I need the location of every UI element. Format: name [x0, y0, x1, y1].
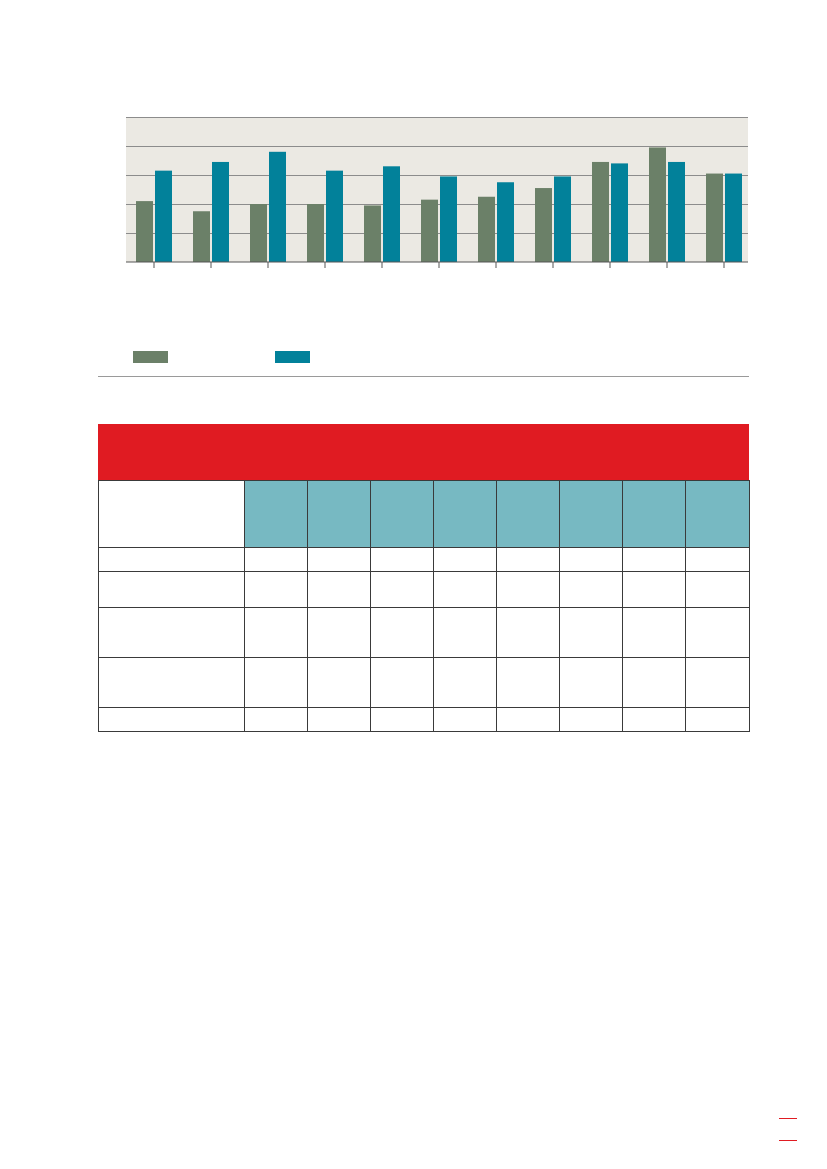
- table-cell: [496, 657, 560, 708]
- table-cell: [307, 571, 371, 608]
- row-label-cell: [98, 547, 245, 572]
- table-cell: [370, 607, 434, 658]
- bar-series-1-9: [592, 161, 609, 262]
- page-marker-line-top: [779, 1118, 797, 1119]
- section-divider: [98, 376, 749, 377]
- table-cell: [370, 547, 434, 572]
- table-cell: [370, 571, 434, 608]
- table-cell: [685, 707, 750, 732]
- data-table: [98, 424, 750, 732]
- bar-series-2-5: [383, 166, 400, 262]
- bar-series-2-3: [269, 151, 286, 262]
- column-header-cell: [370, 480, 434, 548]
- table-cell: [622, 707, 686, 732]
- bar-series-1-7: [478, 196, 495, 262]
- bar-series-1-2: [193, 211, 210, 262]
- table-cell: [496, 547, 560, 572]
- bar-series-1-6: [421, 199, 438, 262]
- bar-series-1-10: [649, 147, 666, 262]
- table-header-band: [98, 424, 749, 480]
- bar-series-2-4: [326, 170, 343, 262]
- row-label-cell: [98, 607, 245, 658]
- table-cell: [244, 657, 308, 708]
- table-cell: [685, 547, 750, 572]
- table-row: [98, 607, 750, 658]
- table-row: [98, 657, 750, 708]
- table-row: [98, 707, 750, 732]
- column-header-cell: [622, 480, 686, 548]
- bar-series-2-11: [725, 173, 742, 262]
- bar-series-2-9: [611, 163, 628, 262]
- legend-swatch-series-1: [133, 351, 168, 363]
- table-cell: [496, 571, 560, 608]
- column-header-cell: [496, 480, 560, 548]
- table-cell: [370, 707, 434, 732]
- row-label-cell: [98, 657, 245, 708]
- bar-series-2-6: [440, 176, 457, 262]
- table-cell: [370, 657, 434, 708]
- bar-series-2-2: [212, 161, 229, 262]
- table-cell: [244, 547, 308, 572]
- table-cell: [685, 607, 750, 658]
- table-cell: [685, 657, 750, 708]
- table-cell: [433, 547, 497, 572]
- bar-series-1-5: [364, 205, 381, 262]
- page-marker: [779, 1118, 797, 1142]
- table-cell: [307, 707, 371, 732]
- bar-series-2-7: [497, 182, 514, 262]
- bar-series-1-11: [706, 173, 723, 262]
- table-cell: [433, 571, 497, 608]
- column-header-cell: [685, 480, 750, 548]
- table-cell: [622, 571, 686, 608]
- bar-series-1-8: [535, 188, 552, 262]
- table-row: [98, 571, 750, 608]
- bar-series-1-1: [136, 201, 153, 262]
- column-header-cell: [433, 480, 497, 548]
- table-cell: [433, 707, 497, 732]
- table-row: [98, 547, 750, 572]
- table-cell: [496, 607, 560, 658]
- table-cell: [244, 707, 308, 732]
- bar-series-1-4: [307, 204, 324, 262]
- table-cell: [559, 657, 623, 708]
- table-cell: [307, 607, 371, 658]
- bar-series-1-3: [250, 204, 267, 262]
- table-cell: [433, 607, 497, 658]
- bar-chart: [126, 117, 748, 268]
- table-cell: [559, 547, 623, 572]
- bar-series-2-8: [554, 176, 571, 262]
- table-cell: [496, 707, 560, 732]
- table-cell: [559, 707, 623, 732]
- bar-series-2-10: [668, 161, 685, 262]
- chart-bars: [136, 147, 742, 262]
- table-cell: [622, 657, 686, 708]
- table-cell: [559, 607, 623, 658]
- table-cell: [307, 547, 371, 572]
- row-label-cell: [98, 707, 245, 732]
- table-cell: [307, 657, 371, 708]
- table-cell: [244, 571, 308, 608]
- table-cell: [622, 547, 686, 572]
- column-header-cell: [244, 480, 308, 548]
- column-header-cell: [307, 480, 371, 548]
- chart-x-ticks: [153, 262, 725, 268]
- page-marker-line-bottom: [779, 1140, 797, 1141]
- row-label-cell: [98, 480, 245, 548]
- table-cell: [622, 607, 686, 658]
- bar-series-2-1: [155, 170, 172, 262]
- legend-swatch-series-2: [275, 351, 310, 363]
- row-label-cell: [98, 571, 245, 608]
- table-header-row: [98, 480, 750, 548]
- table-cell: [433, 657, 497, 708]
- table-cell: [244, 607, 308, 658]
- table-grid: [98, 480, 750, 732]
- table-cell: [685, 571, 750, 608]
- table-cell: [559, 571, 623, 608]
- column-header-cell: [559, 480, 623, 548]
